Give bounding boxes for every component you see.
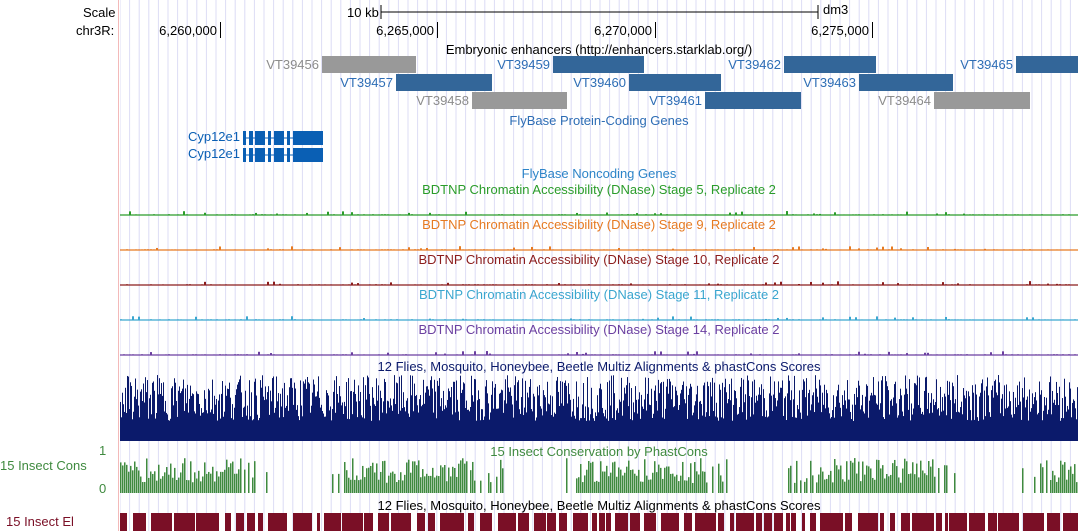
enhancer-label[interactable]: VT39456 [266, 57, 319, 72]
enhancer-label[interactable]: VT39465 [960, 57, 1013, 72]
enhancer-label[interactable]: VT39464 [878, 93, 931, 108]
phastcons-axis-max: 1 [99, 443, 107, 458]
track-title-multiz[interactable]: 12 Flies, Mosquito, Honeybee, Beetle Mul… [377, 359, 821, 374]
enhancer-feature[interactable] [1016, 56, 1078, 73]
dnase-signal[interactable] [120, 342, 1078, 358]
enhancer-feature[interactable] [322, 56, 416, 73]
enhancer-feature[interactable] [859, 74, 953, 91]
enhancer-feature[interactable] [396, 74, 492, 91]
gene-model[interactable] [243, 130, 327, 146]
track-title-dnase[interactable]: BDTNP Chromatin Accessibility (DNase) St… [418, 322, 780, 337]
track-title-dnase[interactable]: BDTNP Chromatin Accessibility (DNase) St… [418, 252, 780, 267]
elements-side-label[interactable]: 15 Insect El [6, 514, 74, 529]
track-title-dnase[interactable]: BDTNP Chromatin Accessibility (DNase) St… [418, 287, 780, 302]
window-left-edge-line [118, 0, 119, 531]
ruler-tick-label: 6,270,000 [594, 23, 652, 38]
enhancer-label[interactable]: VT39459 [497, 57, 550, 72]
dnase-signal[interactable] [120, 202, 1078, 218]
enhancer-feature[interactable] [784, 56, 876, 73]
enhancer-label[interactable]: VT39457 [340, 75, 393, 90]
scale-bar [380, 5, 819, 19]
chrom-label: chr3R: [76, 23, 115, 38]
enhancer-feature[interactable] [472, 92, 567, 109]
dnase-signal[interactable] [120, 237, 1078, 253]
ruler-tick-label: 6,275,000 [811, 23, 869, 38]
gene-label[interactable]: Cyp12e1 [187, 129, 240, 144]
track-title-elements[interactable]: 12 Flies, Mosquito, Honeybee, Beetle Mul… [377, 498, 821, 513]
enhancer-feature[interactable] [553, 56, 644, 73]
elements-signal[interactable] [120, 513, 1078, 531]
phastcons-signal[interactable] [120, 457, 1078, 494]
track-title-enhancers[interactable]: Embryonic enhancers (http://enhancers.st… [445, 42, 753, 57]
gene-model[interactable] [243, 147, 327, 163]
enhancer-label[interactable]: VT39462 [728, 57, 781, 72]
enhancer-label[interactable]: VT39461 [649, 93, 702, 108]
multiz-signal[interactable] [120, 373, 1078, 441]
enhancer-label[interactable]: VT39460 [573, 75, 626, 90]
dnase-signal[interactable] [120, 272, 1078, 288]
phastcons-side-label[interactable]: 15 Insect Cons [0, 458, 87, 473]
track-title-flybase-coding[interactable]: FlyBase Protein-Coding Genes [509, 113, 689, 128]
dnase-signal[interactable] [120, 307, 1078, 323]
gene-label[interactable]: Cyp12e1 [187, 146, 240, 161]
enhancer-feature[interactable] [934, 92, 1030, 109]
ruler-tick-label: 6,265,000 [376, 23, 434, 38]
enhancer-label[interactable]: VT39463 [803, 75, 856, 90]
enhancer-feature[interactable] [629, 74, 721, 91]
track-title-dnase[interactable]: BDTNP Chromatin Accessibility (DNase) St… [422, 217, 776, 232]
track-title-flybase-noncoding[interactable]: FlyBase Noncoding Genes [521, 166, 677, 181]
ruler-tick-label: 6,260,000 [159, 23, 217, 38]
enhancer-label[interactable]: VT39458 [416, 93, 469, 108]
scale-label: Scale [83, 5, 116, 20]
ruler-tick [220, 22, 221, 38]
phastcons-axis-min: 0 [99, 481, 107, 496]
enhancer-feature[interactable] [705, 92, 801, 109]
ruler-tick [437, 22, 438, 38]
assembly-label: dm3 [823, 2, 849, 17]
ruler-tick [655, 22, 656, 38]
track-title-phastcons[interactable]: 15 Insect Conservation by PhastCons [490, 444, 708, 459]
ruler-tick [872, 22, 873, 38]
scale-bar-label: 10 kb [347, 5, 379, 20]
track-title-dnase[interactable]: BDTNP Chromatin Accessibility (DNase) St… [422, 182, 776, 197]
